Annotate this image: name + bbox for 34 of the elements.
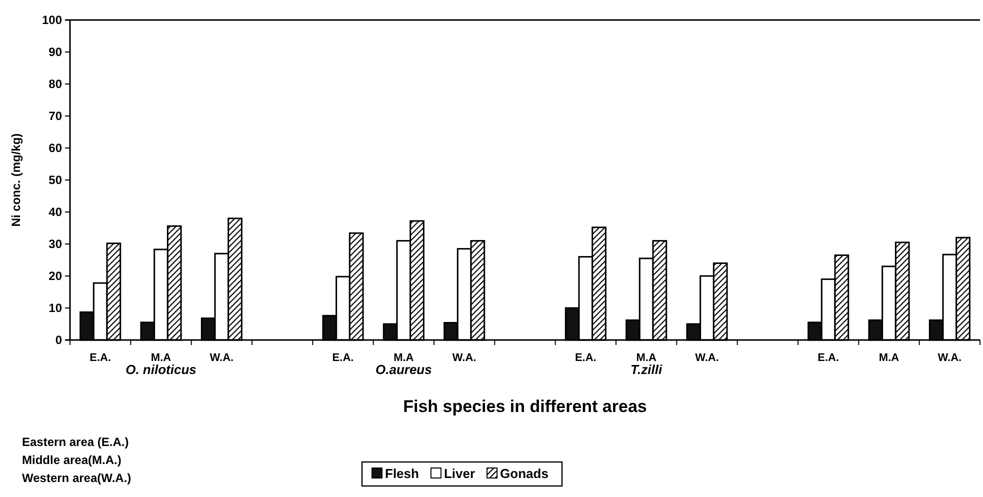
y-tick-label: 0	[55, 332, 62, 347]
y-tick-label: 50	[48, 172, 62, 187]
y-tick-label: 40	[48, 204, 62, 219]
x-tick-label: M.A	[394, 352, 414, 364]
x-axis-title: Fish species in different areas	[403, 397, 647, 416]
y-tick-label: 100	[42, 12, 62, 27]
text: T.zilli	[630, 362, 662, 377]
y-tick-label: 10	[48, 300, 62, 315]
y-tick-label: 70	[48, 108, 62, 123]
x-tick-label: W.A.	[210, 352, 234, 364]
text: Western area(W.A.)	[22, 471, 132, 485]
x-tick-label: W.A.	[695, 352, 719, 364]
y-tick-label: 90	[48, 44, 62, 59]
text: Middle area(M.A.)	[22, 453, 122, 467]
y-tick-label: 30	[48, 236, 62, 251]
y-axis-title: Ni conc. (mg/kg)	[9, 133, 23, 227]
y-tick-label: 20	[48, 268, 62, 283]
text: O.aureus	[375, 362, 432, 377]
legend-label: Liver	[444, 466, 476, 481]
x-tick-label: E.A.	[90, 352, 112, 364]
x-tick-label: E.A.	[818, 352, 840, 364]
x-tick-label: E.A.	[574, 352, 596, 364]
text: O. niloticus	[126, 362, 196, 377]
x-tick-label: M.A	[150, 352, 172, 364]
x-tick-label: W.A.	[938, 352, 962, 364]
y-tick-label: 80	[48, 76, 62, 91]
x-tick-label: M.A	[878, 352, 900, 364]
x-tick-label: M.A	[636, 352, 656, 364]
legend-label: Gonads	[500, 466, 548, 481]
text: Eastern area (E.A.)	[22, 435, 129, 449]
y-tick-label: 60	[48, 140, 62, 155]
x-tick-label: E.A.	[332, 352, 354, 364]
x-tick-label: W.A.	[452, 352, 476, 364]
legend-label: Flesh	[385, 466, 420, 481]
